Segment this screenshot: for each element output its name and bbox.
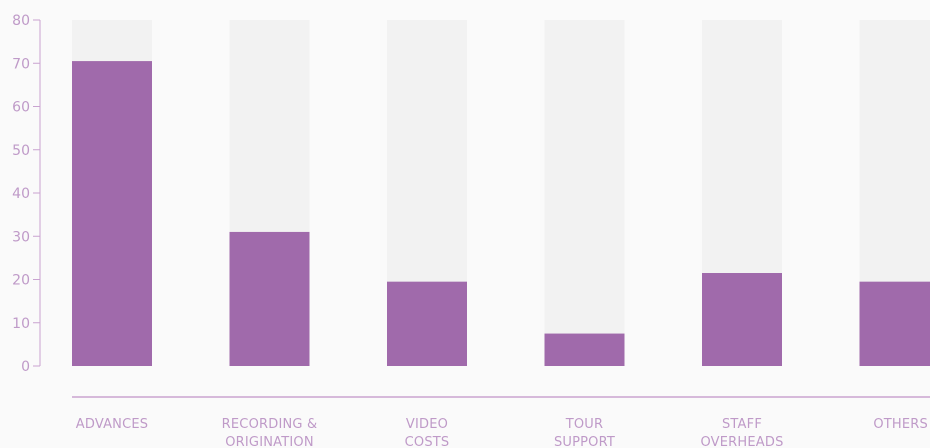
x-tick-label: RECORDING & ORIGINATION	[222, 417, 318, 448]
bar	[72, 61, 152, 367]
y-tick-label: 10	[12, 316, 30, 332]
y-axis: 0 10 20 30 40 50 60 70 80	[12, 13, 41, 375]
y-tick-label: 40	[12, 186, 30, 202]
x-tick-label: STAFF OVERHEADS	[700, 417, 783, 448]
bar	[387, 281, 467, 366]
x-tick-label: ADVANCES	[76, 417, 149, 432]
bar	[229, 231, 310, 366]
bars	[72, 61, 930, 367]
x-tick-label: TOUR SUPPORT	[554, 417, 615, 448]
bar	[859, 281, 930, 366]
y-tick-label: 50	[12, 143, 30, 159]
x-axis-labels: ADVANCES RECORDING & ORIGINATION VIDEO COSTS…	[76, 417, 928, 448]
bar	[702, 273, 782, 366]
x-tick-label: VIDEO COSTS	[405, 417, 450, 448]
y-tick-label: 80	[12, 13, 30, 29]
x-tick-label: OTHERS	[873, 417, 928, 432]
y-tick-label: 70	[12, 56, 30, 72]
bar-track	[544, 20, 625, 366]
y-tick-label: 30	[12, 229, 30, 245]
bar-tracks	[72, 20, 930, 366]
y-tick-label: 20	[12, 273, 30, 289]
bar	[544, 333, 625, 366]
y-tick-label: 60	[12, 100, 30, 116]
y-tick-label: 0	[21, 359, 30, 375]
